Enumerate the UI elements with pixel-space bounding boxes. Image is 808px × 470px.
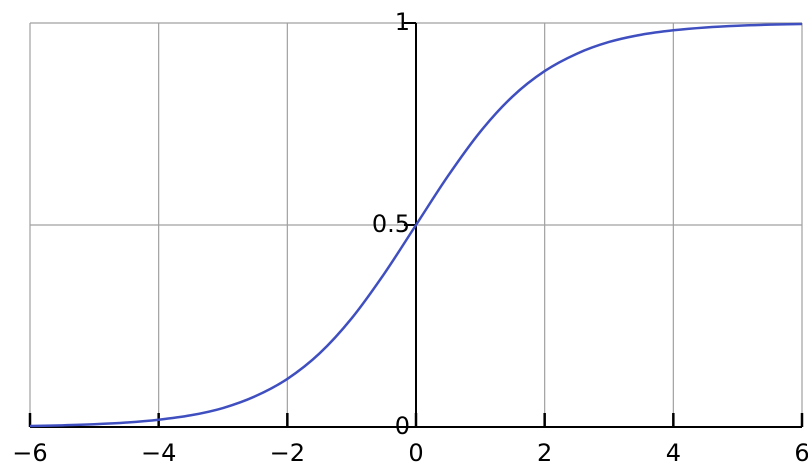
x-tick-label: −2 [270,439,305,467]
x-tick-label: −4 [141,439,176,467]
x-tick-label: 4 [666,439,681,467]
y-tick-label: 0 [395,412,410,440]
y-tick-label: 1 [395,8,410,36]
x-tick-label: −6 [12,439,47,467]
x-tick-label: 6 [794,439,808,467]
x-tick-label: 0 [408,439,423,467]
chart: −6 −4 −2 0 2 4 6 0 0.5 1 [0,0,808,470]
x-tick-label: 2 [537,439,552,467]
y-tick-label: 0.5 [372,210,410,238]
